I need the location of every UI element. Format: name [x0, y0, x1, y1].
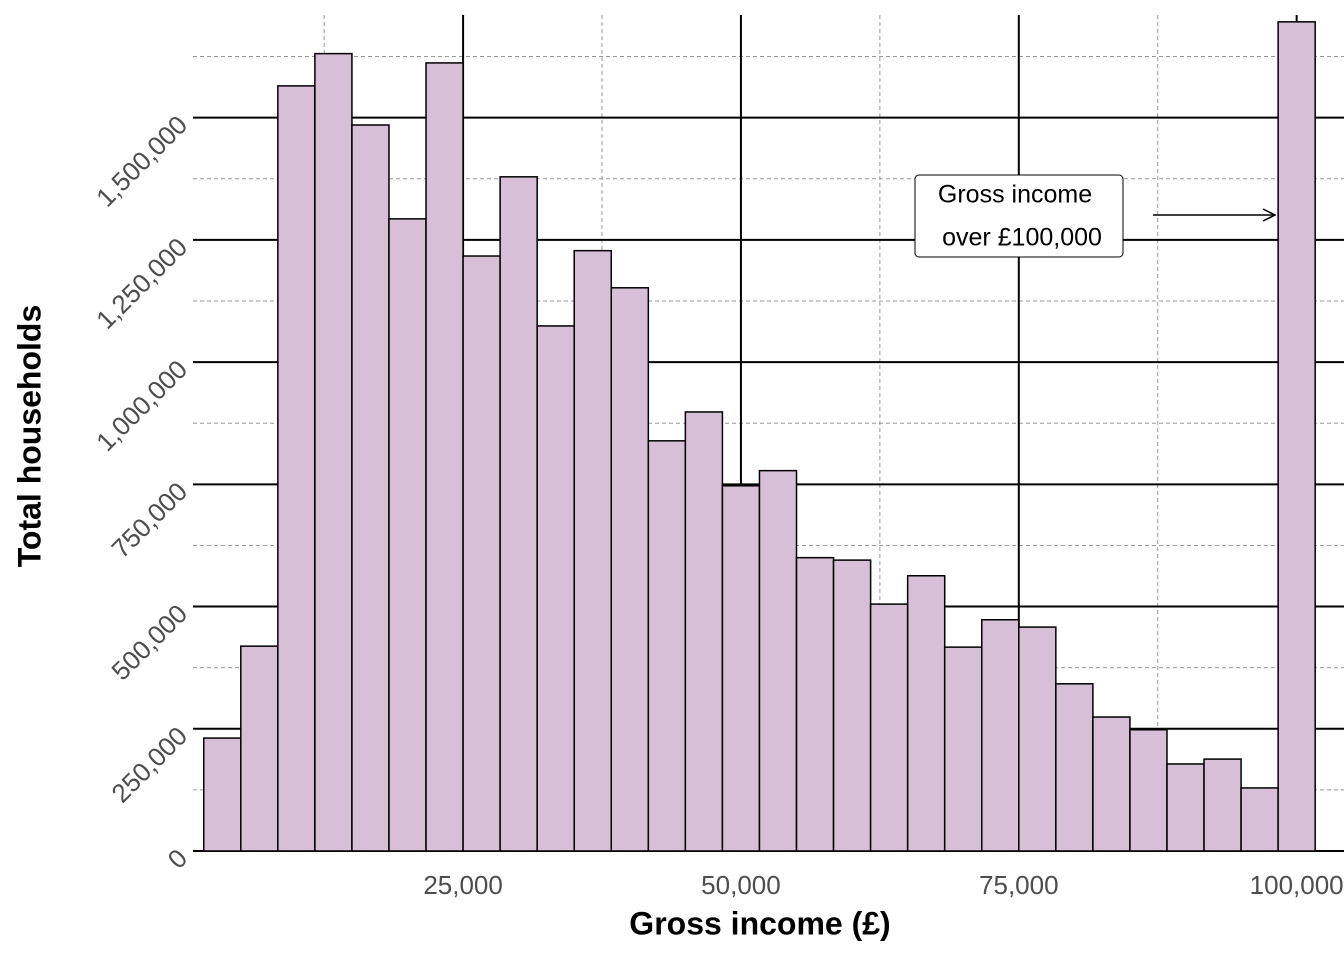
bar	[832, 559, 872, 852]
bar	[536, 325, 575, 852]
bar	[1240, 787, 1279, 852]
bar	[388, 218, 427, 852]
bars	[202, 21, 1316, 852]
annotation-box	[914, 174, 1124, 258]
bar	[1277, 21, 1316, 852]
x-tick-label: 50,000	[701, 870, 781, 900]
bar	[943, 646, 983, 852]
bar	[721, 485, 761, 852]
y-tick-label: 0	[162, 843, 193, 874]
bar	[981, 619, 1020, 852]
bar	[314, 52, 353, 852]
x-tick-label: 25,000	[423, 870, 503, 900]
x-tick-label: 75,000	[979, 870, 1059, 900]
bar	[202, 737, 242, 852]
bar	[684, 411, 724, 852]
bar	[1092, 716, 1131, 852]
bar	[425, 62, 464, 852]
bar	[1129, 729, 1168, 852]
bar	[1055, 683, 1094, 852]
annotation: Gross income over £100,000	[914, 174, 1275, 258]
annotation-line: Gross income	[938, 181, 1092, 209]
y-tick-label: 1,250,000	[90, 232, 193, 335]
annotation-line: over £100,000	[942, 224, 1102, 252]
bar	[906, 575, 946, 852]
x-tick-label: 100,000	[1250, 870, 1344, 900]
x-axis-title: Gross income (£)	[629, 905, 890, 941]
bar	[573, 249, 613, 852]
bar	[758, 469, 798, 852]
bar	[277, 85, 316, 852]
y-tick-label: 250,000	[105, 721, 193, 809]
bar	[1166, 763, 1205, 852]
bar	[462, 255, 501, 852]
bar	[610, 287, 650, 852]
bar	[647, 440, 687, 852]
y-tick-label: 1,000,000	[90, 354, 193, 457]
bar	[240, 645, 279, 852]
bar	[795, 556, 835, 852]
bar	[1203, 758, 1242, 852]
y-tick-label: 500,000	[105, 598, 193, 686]
y-axis-title: Total households	[11, 305, 47, 568]
y-tick-label: 750,000	[105, 476, 193, 564]
bar	[869, 603, 909, 852]
y-tick-label: 1,500,000	[90, 110, 193, 213]
bar	[499, 176, 538, 852]
bar	[1018, 626, 1057, 852]
bar	[351, 124, 390, 852]
